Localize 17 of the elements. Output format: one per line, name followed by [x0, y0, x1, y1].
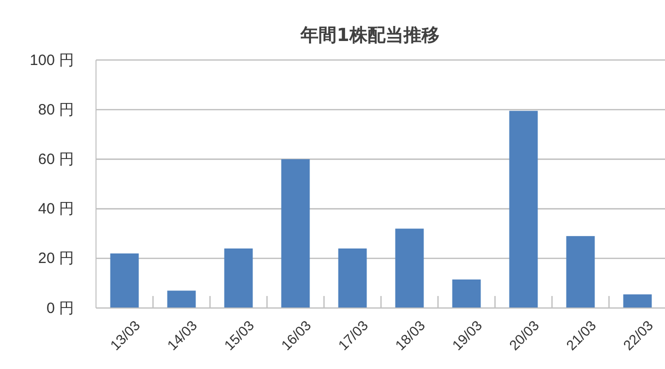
- y-tick-label: 100 円: [30, 52, 74, 69]
- bar: [395, 228, 424, 308]
- y-tick-label: 40 円: [38, 200, 74, 218]
- bar: [623, 294, 652, 308]
- y-tick-label: 0 円: [46, 300, 74, 317]
- chart-title: 年間1株配当推移: [300, 25, 440, 46]
- y-tick-label: 80 円: [38, 101, 74, 118]
- bar: [281, 159, 310, 308]
- bar: [167, 290, 196, 308]
- bar: [338, 248, 367, 308]
- y-tick-label: 20 円: [38, 250, 74, 268]
- bar: [566, 236, 595, 308]
- bar: [509, 110, 538, 308]
- bar: [110, 253, 139, 308]
- y-tick-label: 60 円: [38, 151, 74, 168]
- bar: [452, 279, 481, 308]
- bar: [224, 248, 253, 308]
